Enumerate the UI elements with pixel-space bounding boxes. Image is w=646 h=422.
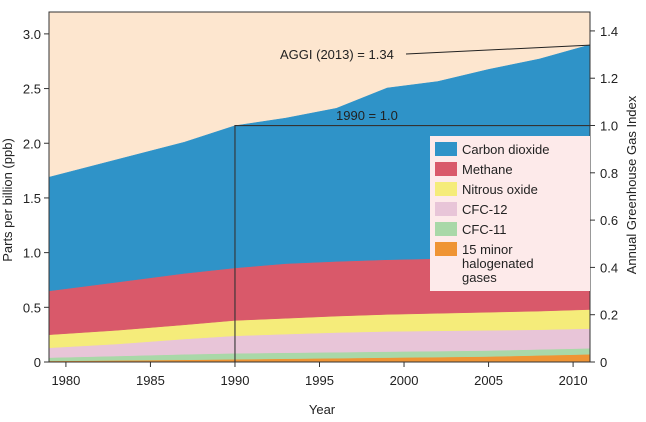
y2-tick-label: 0.6 <box>600 213 618 228</box>
y-tick-label: 3.0 <box>23 27 41 42</box>
y2-tick-label: 0.4 <box>600 260 618 275</box>
y-tick-label: 1.5 <box>23 191 41 206</box>
y2-tick-label: 0.2 <box>600 308 618 323</box>
y2-tick-label: 1.2 <box>600 71 618 86</box>
y-tick-label: 2.0 <box>23 136 41 151</box>
legend-label-cfc-11: CFC-11 <box>462 222 507 237</box>
x-tick-label: 1980 <box>51 373 80 388</box>
legend: Carbon dioxide Methane Nitrous oxide CFC-12… <box>430 136 590 291</box>
legend-swatch-15-minor-halogenated-gases <box>435 242 457 256</box>
legend-swatch-methane <box>435 162 457 176</box>
annotations: AGGI (2013) = 1.34 1990 = 1.0 <box>280 44 591 123</box>
x-tick-label: 2000 <box>390 373 419 388</box>
x-tick-label: 1985 <box>136 373 165 388</box>
y-axis-title: Parts per billion (ppb) <box>0 138 15 262</box>
y2-tick-label: 0.8 <box>600 166 618 181</box>
baseline-reference-box <box>234 124 590 362</box>
y-tick-label: 2.5 <box>23 82 41 97</box>
x-axis-title: Year <box>309 402 336 417</box>
aggi-leader-line <box>405 44 591 55</box>
legend-label-carbon-dioxide: Carbon dioxide <box>462 142 549 157</box>
y-tick-label: 1.0 <box>23 246 41 261</box>
y2-tick-label: 1.0 <box>600 119 618 134</box>
legend-swatch-cfc-11 <box>435 222 457 236</box>
baseline-annotation: 1990 = 1.0 <box>336 108 398 123</box>
y2-tick-label: 0 <box>600 355 607 370</box>
legend-swatch-cfc-12 <box>435 202 457 216</box>
baseline-box-line <box>234 124 590 362</box>
x-tick-label: 2005 <box>474 373 503 388</box>
y2-axis-title: Annual Greenhouse Gas Index <box>624 95 639 274</box>
x-tick-label: 2010 <box>559 373 588 388</box>
x-tick-label: 1990 <box>221 373 250 388</box>
legend-label-cfc-12: CFC-12 <box>462 202 508 217</box>
y-tick-label: 0 <box>34 355 41 370</box>
legend-label-15-minor-halogenated-gases: 15 minor halogenated gases <box>462 242 534 285</box>
x-tick-label: 1995 <box>305 373 334 388</box>
y2-tick-label: 1.4 <box>600 24 618 39</box>
axes: 0 0.5 1.0 1.5 2.0 2.5 3.0 0 0.2 0.4 0.6 0.8 1.0 1.2 1.… <box>23 11 618 388</box>
y-tick-label: 0.5 <box>23 300 41 315</box>
aggi-annotation: AGGI (2013) = 1.34 <box>280 47 394 62</box>
legend-label-nitrous-oxide: Nitrous oxide <box>462 182 538 197</box>
legend-swatch-carbon-dioxide <box>435 142 457 156</box>
legend-label-methane: Methane <box>462 162 513 177</box>
legend-swatch-nitrous-oxide <box>435 182 457 196</box>
